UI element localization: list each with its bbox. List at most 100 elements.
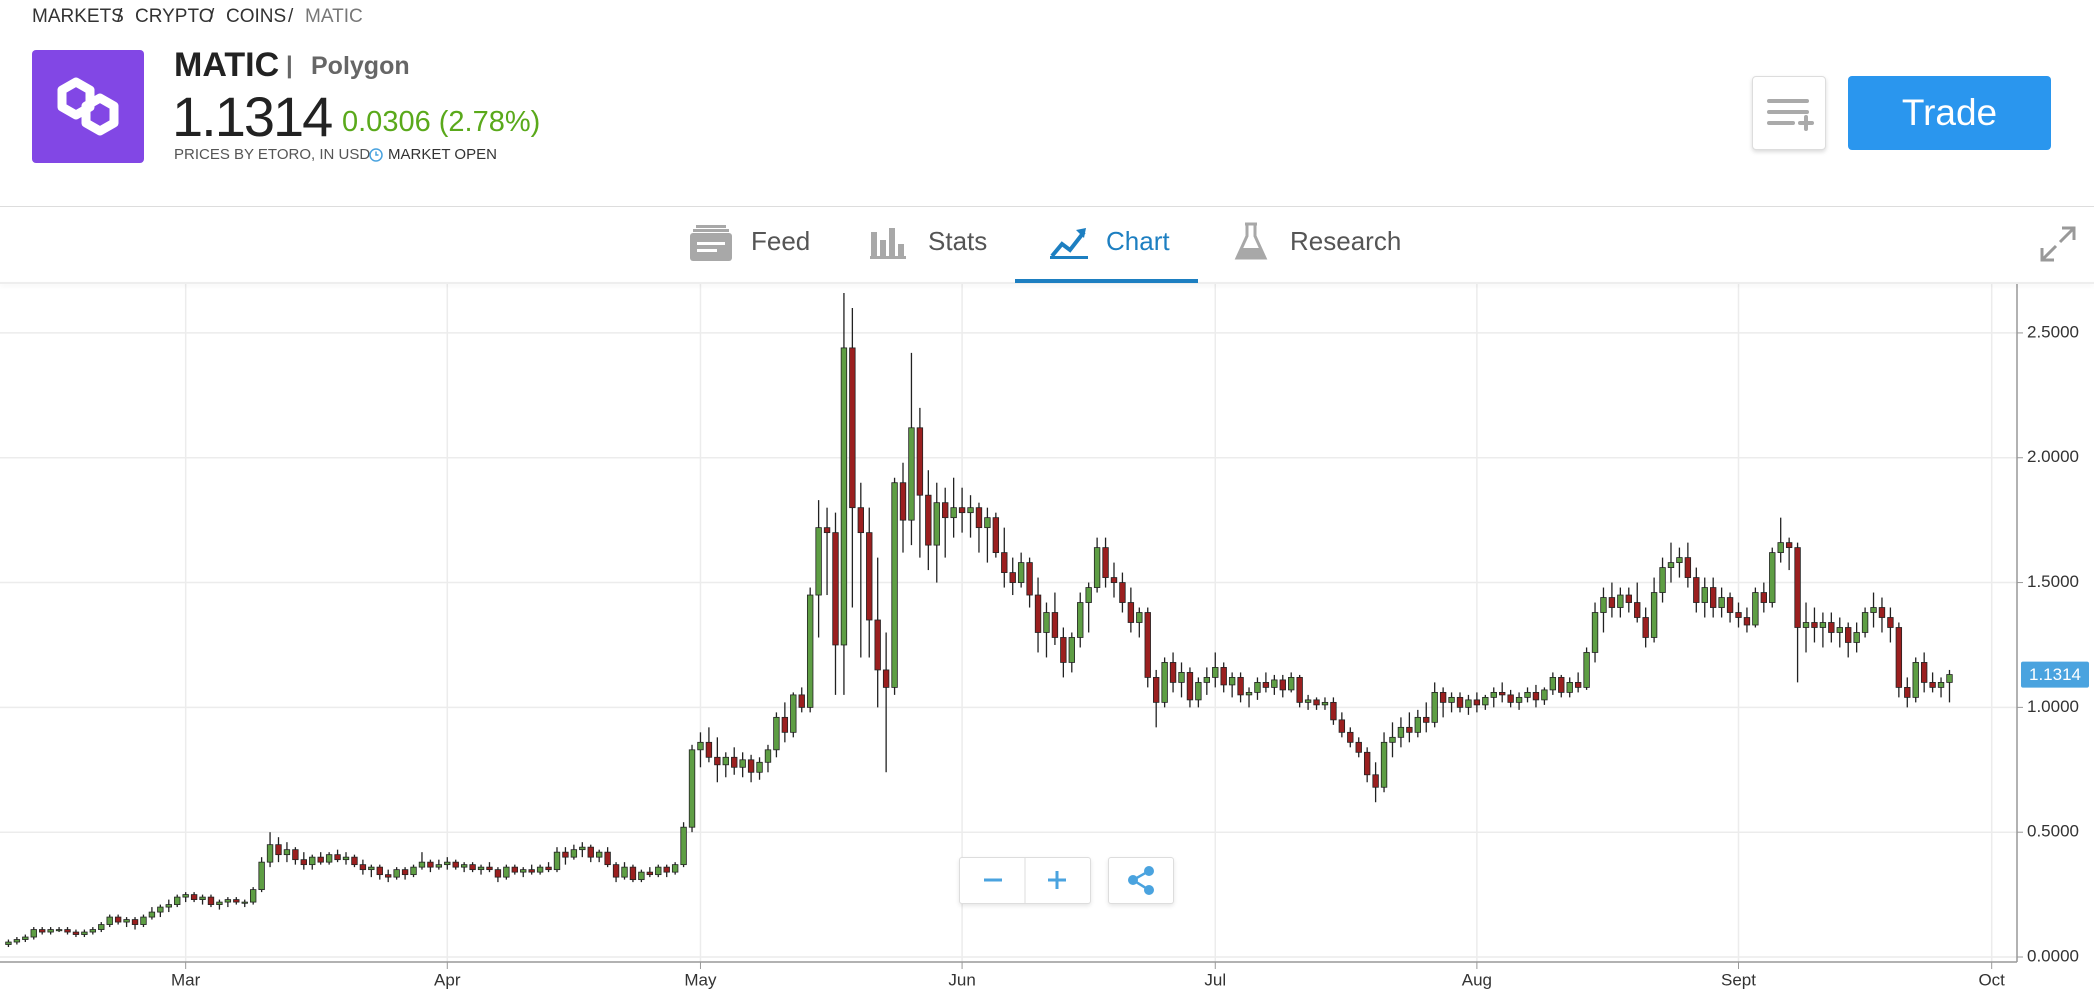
logo-hex bbox=[81, 93, 119, 136]
candle-body bbox=[1093, 547, 1101, 588]
candle-body bbox=[680, 826, 687, 866]
candle-body bbox=[1271, 679, 1278, 688]
candle-body bbox=[536, 866, 544, 873]
tab[interactable]: Chart bbox=[1106, 226, 1170, 256]
candle-body bbox=[410, 866, 417, 876]
candle-body bbox=[1338, 719, 1346, 733]
candle-body bbox=[1001, 552, 1008, 573]
candle-body bbox=[1845, 627, 1852, 643]
fullscreen-button[interactable] bbox=[2040, 226, 2076, 262]
candle-body bbox=[477, 866, 485, 871]
candle-body bbox=[368, 866, 375, 871]
breadcrumb-separator: / bbox=[117, 6, 123, 27]
watchlist-button[interactable] bbox=[1752, 76, 1826, 150]
y-tick-label: 2.0000 bbox=[2027, 447, 2079, 466]
candle-body bbox=[55, 929, 63, 932]
candle-body bbox=[1760, 592, 1768, 603]
candle-body bbox=[13, 939, 21, 943]
candle-body bbox=[688, 749, 696, 828]
candle-body bbox=[1541, 689, 1548, 701]
candle-body bbox=[1009, 572, 1016, 583]
candle-body bbox=[646, 871, 654, 876]
y-tick-label: 0.5000 bbox=[2027, 822, 2079, 841]
candle-body bbox=[553, 851, 561, 871]
candle-body bbox=[874, 619, 881, 671]
candle-body bbox=[629, 866, 637, 881]
zoom-in-button[interactable] bbox=[1048, 871, 1066, 889]
candle-body bbox=[1313, 699, 1320, 706]
candle-body bbox=[1127, 602, 1135, 623]
candle-body bbox=[64, 929, 71, 933]
candle-body bbox=[1608, 597, 1616, 608]
candle-body bbox=[1929, 682, 1936, 688]
price: 1.1314 bbox=[172, 85, 333, 148]
candle-body bbox=[30, 929, 37, 938]
logo-icon bbox=[57, 77, 119, 136]
candle-body bbox=[1524, 691, 1531, 698]
candle-body bbox=[393, 869, 400, 878]
candle-body bbox=[882, 669, 890, 688]
candle-body bbox=[401, 869, 409, 876]
candle-body bbox=[1591, 612, 1599, 653]
candle-body bbox=[1110, 577, 1118, 583]
candle-body bbox=[131, 919, 139, 925]
candle-body bbox=[1794, 547, 1801, 628]
candle-body bbox=[942, 502, 949, 519]
candle-body bbox=[671, 864, 679, 873]
candle-body bbox=[1574, 682, 1582, 688]
candle-body bbox=[612, 864, 620, 878]
candle-body bbox=[1735, 612, 1742, 618]
breadcrumb[interactable]: MARKETS bbox=[32, 6, 124, 27]
tab[interactable]: Research bbox=[1290, 226, 1402, 256]
active-tab-indicator bbox=[1015, 279, 1198, 283]
candle-body bbox=[1389, 736, 1396, 743]
trade-button[interactable]: Trade bbox=[1848, 76, 2051, 150]
candle-body bbox=[1431, 691, 1438, 723]
price-source: PRICES BY ETORO, IN USD bbox=[174, 146, 371, 163]
candle-body bbox=[1161, 662, 1168, 703]
candle-body bbox=[1887, 617, 1894, 628]
zoom-controls bbox=[959, 857, 1091, 904]
last-price-tag bbox=[2021, 661, 2089, 688]
candle-body bbox=[1439, 691, 1447, 703]
candle-body bbox=[72, 931, 80, 935]
candle-body bbox=[385, 874, 392, 878]
candle-body bbox=[975, 507, 983, 529]
candle-body bbox=[258, 861, 265, 891]
candle-body bbox=[300, 859, 308, 866]
candle-body bbox=[1321, 701, 1329, 706]
candle-body bbox=[114, 916, 122, 923]
share-button[interactable] bbox=[1108, 857, 1174, 904]
candle-body bbox=[1634, 602, 1641, 618]
breadcrumb[interactable]: COINS bbox=[226, 6, 287, 27]
candle-body bbox=[199, 896, 206, 900]
candle-body bbox=[359, 864, 367, 871]
x-tick-label: May bbox=[684, 970, 717, 989]
clock-icon bbox=[369, 148, 383, 162]
candle-body bbox=[1515, 696, 1523, 703]
candle-body bbox=[840, 347, 848, 646]
candle-body bbox=[596, 851, 603, 858]
candle-body bbox=[756, 761, 763, 773]
candle-body bbox=[174, 896, 181, 905]
candle-body bbox=[1017, 562, 1025, 583]
candle-body bbox=[916, 427, 924, 496]
candle-body bbox=[967, 507, 974, 514]
candle-body bbox=[1279, 679, 1286, 691]
candle-body bbox=[494, 869, 502, 878]
tabs-shadow bbox=[0, 282, 2094, 284]
candle-body bbox=[1600, 597, 1607, 613]
candle-body bbox=[148, 911, 156, 918]
tab[interactable]: Feed bbox=[751, 226, 811, 256]
candle-body bbox=[1693, 577, 1700, 603]
tab[interactable]: Stats bbox=[928, 226, 988, 256]
candle-body bbox=[891, 482, 898, 688]
candle-body bbox=[1676, 557, 1683, 563]
x-tick-label: Apr bbox=[434, 970, 461, 989]
candle-body bbox=[1777, 542, 1784, 554]
candle-body bbox=[1482, 696, 1489, 706]
breadcrumb[interactable]: CRYPTO bbox=[135, 6, 214, 27]
candle-body bbox=[1499, 691, 1506, 696]
candle-body bbox=[1363, 751, 1371, 776]
candle-body bbox=[570, 849, 578, 858]
